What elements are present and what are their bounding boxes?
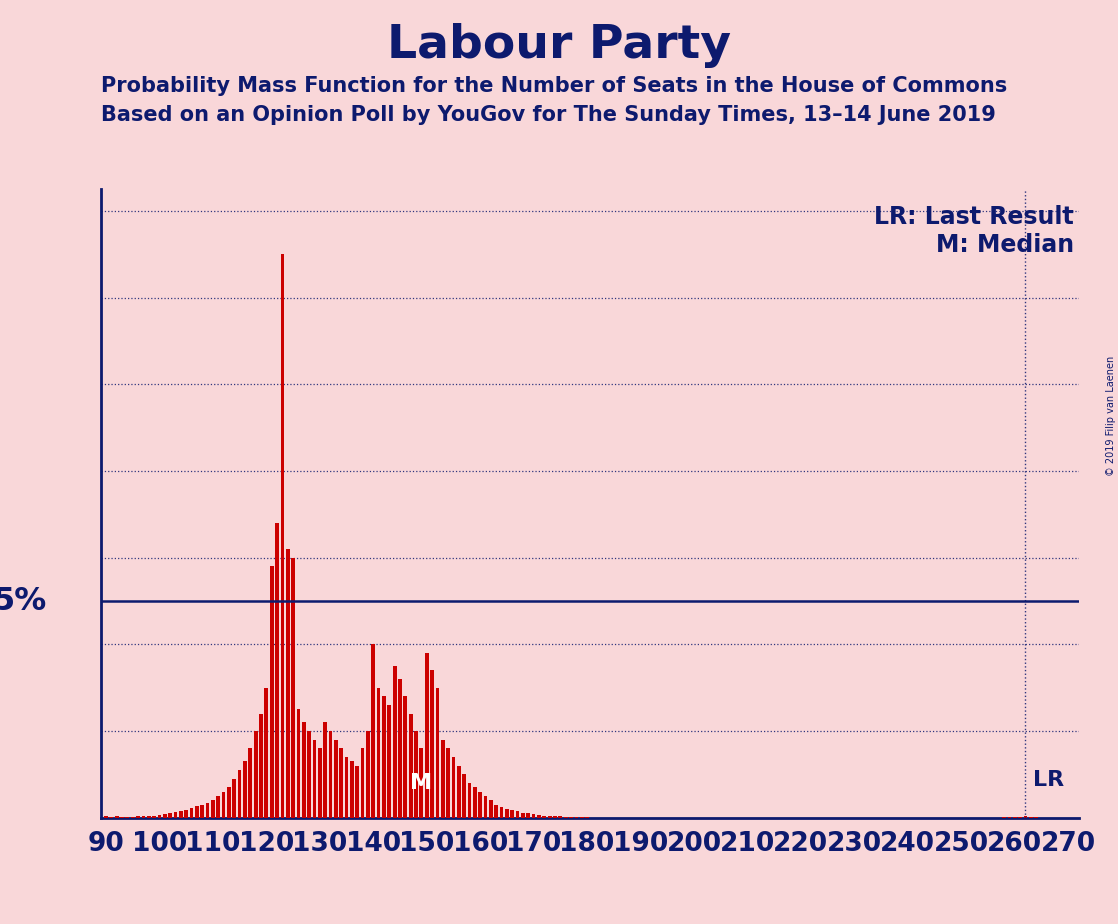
- Bar: [505, 809, 509, 818]
- Bar: [339, 748, 343, 818]
- Bar: [313, 740, 316, 818]
- Bar: [371, 644, 376, 818]
- Text: 5%: 5%: [0, 586, 47, 616]
- Bar: [104, 817, 107, 818]
- Bar: [356, 766, 359, 818]
- Bar: [553, 817, 557, 818]
- Bar: [436, 687, 439, 818]
- Text: Probability Mass Function for the Number of Seats in the House of Commons: Probability Mass Function for the Number…: [101, 76, 1007, 96]
- Bar: [158, 815, 161, 818]
- Bar: [146, 816, 151, 818]
- Bar: [484, 796, 487, 818]
- Text: Labour Party: Labour Party: [387, 23, 731, 68]
- Bar: [334, 740, 338, 818]
- Bar: [243, 761, 247, 818]
- Bar: [211, 800, 215, 818]
- Bar: [344, 757, 349, 818]
- Bar: [414, 731, 418, 818]
- Bar: [291, 558, 295, 818]
- Bar: [1024, 817, 1027, 818]
- Bar: [115, 817, 119, 818]
- Bar: [163, 814, 167, 818]
- Bar: [388, 705, 391, 818]
- Bar: [350, 761, 353, 818]
- Bar: [521, 812, 524, 818]
- Bar: [179, 811, 182, 818]
- Bar: [366, 731, 370, 818]
- Bar: [296, 710, 301, 818]
- Bar: [281, 254, 284, 818]
- Bar: [500, 807, 503, 818]
- Bar: [479, 792, 482, 818]
- Bar: [142, 817, 145, 818]
- Bar: [494, 805, 498, 818]
- Bar: [318, 748, 322, 818]
- Text: LR: LR: [1033, 770, 1064, 790]
- Bar: [398, 679, 401, 818]
- Bar: [361, 748, 364, 818]
- Bar: [184, 810, 188, 818]
- Bar: [515, 811, 520, 818]
- Bar: [173, 812, 178, 818]
- Text: LR: Last Result: LR: Last Result: [874, 205, 1074, 229]
- Bar: [548, 816, 551, 818]
- Bar: [259, 713, 263, 818]
- Bar: [269, 566, 274, 818]
- Text: © 2019 Filip van Laenen: © 2019 Filip van Laenen: [1106, 356, 1116, 476]
- Bar: [195, 807, 199, 818]
- Text: M: Median: M: Median: [936, 234, 1074, 258]
- Bar: [323, 723, 326, 818]
- Text: M: M: [410, 773, 433, 793]
- Bar: [392, 666, 397, 818]
- Bar: [462, 774, 466, 818]
- Bar: [190, 808, 193, 818]
- Bar: [136, 817, 140, 818]
- Bar: [377, 687, 380, 818]
- Text: Based on an Opinion Poll by YouGov for The Sunday Times, 13–14 June 2019: Based on an Opinion Poll by YouGov for T…: [101, 105, 995, 126]
- Bar: [206, 803, 209, 818]
- Bar: [233, 779, 236, 818]
- Bar: [532, 814, 536, 818]
- Bar: [542, 816, 547, 818]
- Bar: [510, 810, 514, 818]
- Bar: [168, 813, 172, 818]
- Bar: [248, 748, 253, 818]
- Bar: [404, 697, 407, 818]
- Bar: [467, 783, 472, 818]
- Bar: [440, 740, 445, 818]
- Bar: [221, 792, 226, 818]
- Bar: [152, 816, 155, 818]
- Bar: [489, 800, 493, 818]
- Bar: [425, 653, 428, 818]
- Bar: [452, 757, 455, 818]
- Bar: [265, 687, 268, 818]
- Bar: [227, 787, 230, 818]
- Bar: [254, 731, 257, 818]
- Bar: [537, 815, 541, 818]
- Bar: [238, 770, 241, 818]
- Bar: [419, 748, 424, 818]
- Bar: [409, 713, 413, 818]
- Bar: [329, 731, 332, 818]
- Bar: [559, 817, 562, 818]
- Bar: [457, 766, 461, 818]
- Bar: [527, 813, 530, 818]
- Bar: [430, 671, 434, 818]
- Bar: [217, 796, 220, 818]
- Bar: [473, 787, 476, 818]
- Bar: [382, 697, 386, 818]
- Bar: [200, 805, 205, 818]
- Bar: [307, 731, 311, 818]
- Bar: [275, 523, 278, 818]
- Bar: [446, 748, 449, 818]
- Bar: [302, 723, 305, 818]
- Bar: [286, 549, 290, 818]
